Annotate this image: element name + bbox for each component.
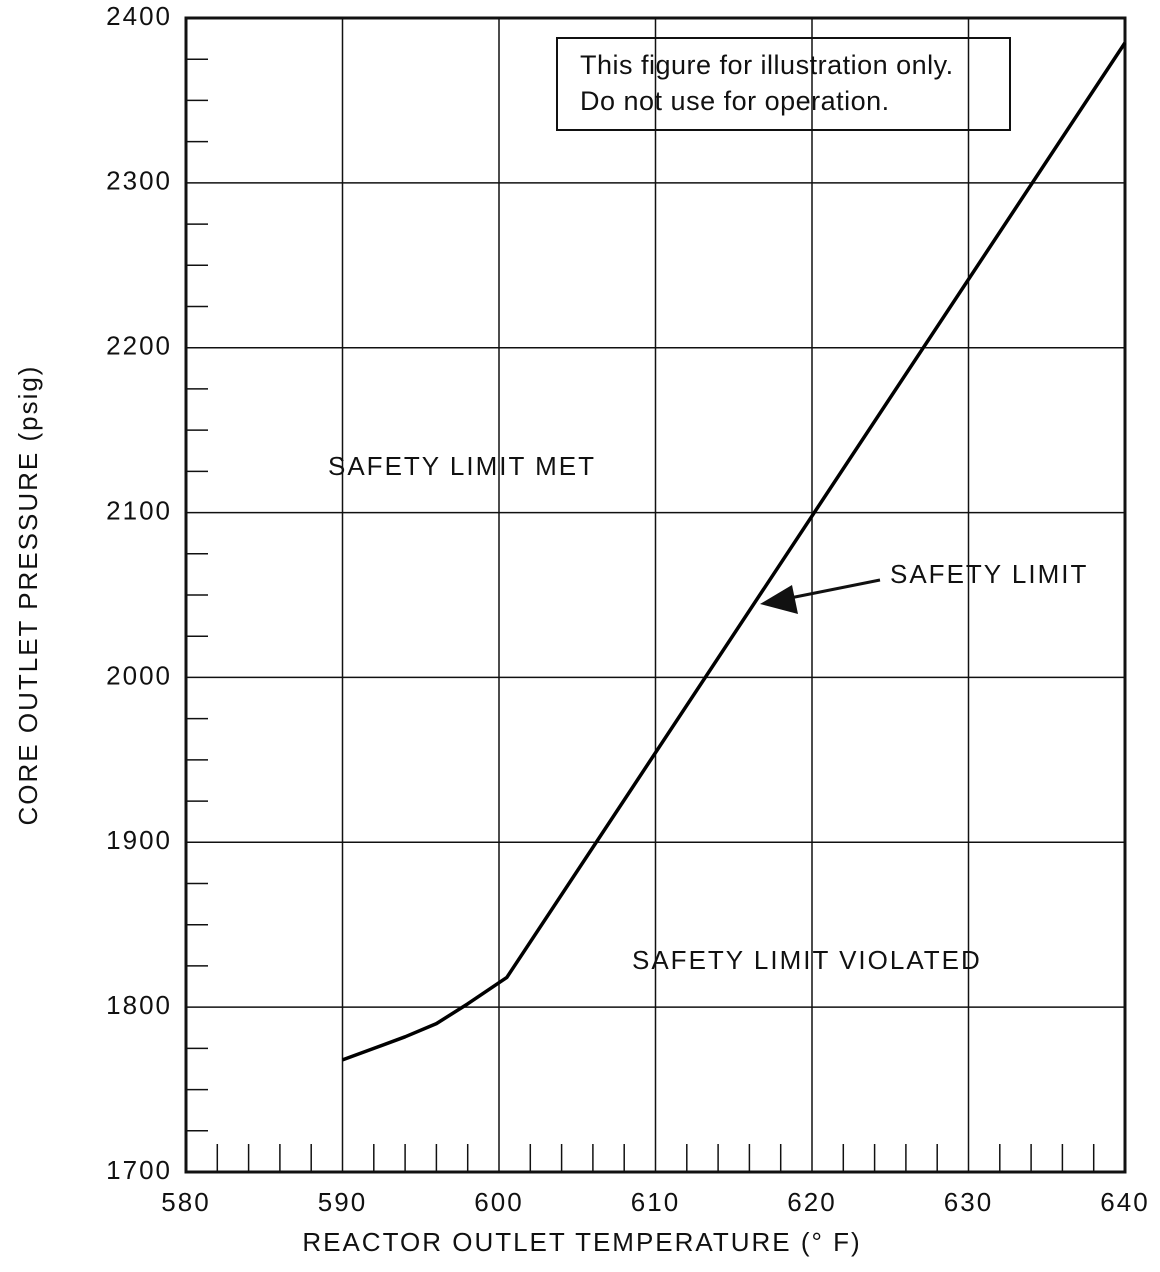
x-tick-label: 640 <box>1100 1187 1149 1217</box>
x-tick-label: 620 <box>787 1187 836 1217</box>
y-tick-label: 2100 <box>106 495 172 525</box>
x-tick-label: 580 <box>161 1187 210 1217</box>
x-tick-label: 610 <box>631 1187 680 1217</box>
x-axis-label: REACTOR OUTLET TEMPERATURE (° F) <box>302 1227 861 1257</box>
y-tick-label: 2300 <box>106 166 172 196</box>
x-tick-label: 600 <box>474 1187 523 1217</box>
plot-frame <box>184 16 1127 1174</box>
annotation: SAFETY LIMIT VIOLATED <box>632 945 982 975</box>
series-line <box>341 41 1127 1062</box>
x-tick-label: 590 <box>318 1187 367 1217</box>
y-tick-label: 1700 <box>106 1155 172 1185</box>
y-tick-label: 2400 <box>106 1 172 31</box>
x-tick-label: 630 <box>944 1187 993 1217</box>
annotation: SAFETY LIMIT <box>890 559 1088 589</box>
y-tick-label: 2000 <box>106 660 172 690</box>
y-tick-label: 2200 <box>106 331 172 361</box>
y-axis-label: CORE OUTLET PRESSURE (psig) <box>13 365 43 826</box>
note-line: This figure for illustration only. <box>580 50 954 80</box>
annotation: SAFETY LIMIT MET <box>328 451 596 481</box>
y-tick-label: 1800 <box>106 990 172 1020</box>
y-tick-label: 1900 <box>106 825 172 855</box>
arrow-shaft <box>789 578 881 600</box>
note-line: Do not use for operation. <box>580 86 890 116</box>
note-box <box>556 37 1011 131</box>
arrow-head <box>760 585 798 614</box>
